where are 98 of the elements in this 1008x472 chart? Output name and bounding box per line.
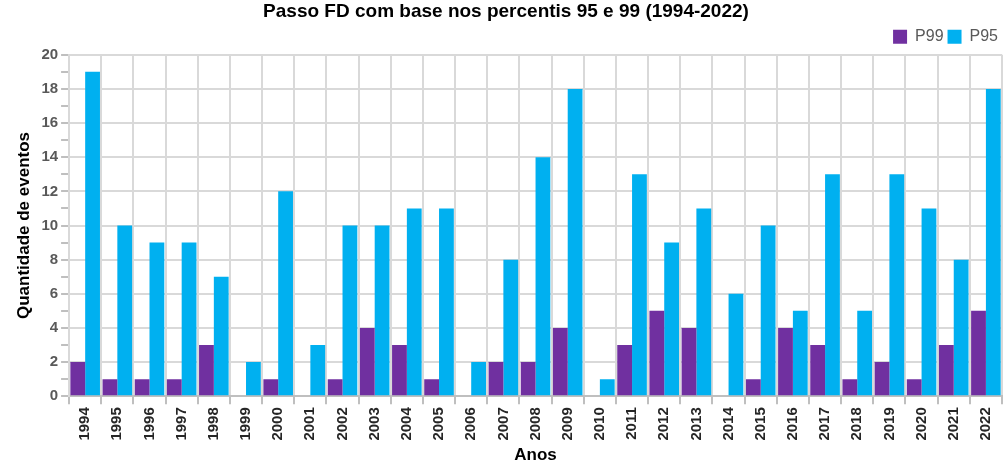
x-tick-label: 2007	[493, 407, 511, 441]
y-tick-label: 0	[49, 386, 59, 404]
x-tick-label: 2018	[847, 407, 865, 441]
x-tick-label: 1997	[171, 407, 189, 441]
y-tick-label: 18	[41, 79, 59, 97]
x-tick-label: 2014	[718, 406, 736, 441]
bar	[406, 208, 422, 396]
bar	[971, 310, 986, 396]
bar	[810, 345, 826, 396]
x-tick-label: 2020	[911, 407, 929, 441]
bar	[842, 379, 858, 396]
bar	[520, 362, 536, 396]
bar	[117, 225, 133, 396]
bar	[985, 88, 1001, 396]
bar	[617, 345, 633, 396]
y-tick-label: 12	[41, 181, 59, 199]
bar	[213, 276, 229, 396]
bar	[503, 259, 519, 396]
bar	[921, 208, 937, 396]
bar	[938, 345, 954, 396]
y-tick-label: 20	[41, 44, 59, 62]
x-tick-label: 2009	[557, 407, 575, 441]
bar	[166, 379, 182, 396]
bar	[392, 345, 407, 396]
bar	[278, 191, 293, 396]
x-tick-label: 2008	[525, 407, 543, 441]
x-tick-label: 2004	[397, 406, 414, 441]
bar	[424, 379, 440, 396]
bar	[681, 327, 697, 396]
bar	[342, 225, 358, 396]
x-tick-label: 1994	[75, 406, 93, 441]
x-tick-label: 2002	[332, 407, 350, 441]
x-tick-label: 2022	[976, 407, 994, 441]
x-tick-label: 2006	[461, 407, 479, 441]
bar	[535, 157, 551, 396]
bar	[649, 310, 665, 396]
bar	[567, 88, 583, 396]
x-tick-label: 1995	[107, 407, 125, 441]
x-tick-label: 1999	[236, 407, 254, 441]
x-tick-label: 2017	[815, 407, 833, 441]
x-tick-label: 2012	[654, 407, 672, 441]
x-tick-label: 2015	[750, 407, 768, 441]
y-tick-label: 16	[41, 113, 59, 131]
legend-label: P95	[969, 27, 999, 45]
bar	[760, 225, 776, 396]
bar	[857, 310, 873, 396]
bar	[246, 362, 261, 396]
bar	[953, 259, 969, 396]
bar	[263, 379, 279, 396]
bar	[906, 379, 922, 396]
bar	[552, 327, 568, 396]
bar	[102, 379, 118, 396]
bar	[778, 327, 793, 396]
bar	[310, 345, 326, 396]
x-tick-label: 1998	[203, 407, 221, 441]
x-tick-label: 2010	[590, 407, 608, 441]
y-tick-label: 6	[49, 283, 59, 301]
bar	[181, 242, 197, 396]
y-tick-label: 8	[49, 249, 59, 267]
x-tick-label: 2016	[783, 407, 801, 441]
bar	[825, 174, 840, 396]
bar	[874, 362, 890, 396]
bar	[632, 174, 647, 396]
x-axis-title: Anos	[514, 445, 557, 465]
y-tick-label: 14	[41, 147, 59, 165]
x-tick-label: 1996	[139, 407, 157, 441]
bar	[728, 293, 744, 396]
bar	[664, 242, 680, 396]
bar	[745, 379, 761, 396]
chart-title: Passo FD com base nos percentis 95 e 99 (1994-2022)	[263, 0, 749, 21]
legend-label: P99	[915, 27, 944, 45]
bar	[599, 379, 615, 396]
x-tick-label: 2005	[429, 407, 447, 441]
bar	[149, 242, 165, 396]
bar	[439, 208, 454, 396]
bar	[85, 71, 100, 396]
bar	[471, 362, 486, 396]
y-tick-label: 4	[49, 318, 59, 336]
bar	[696, 208, 712, 396]
bar	[70, 362, 86, 396]
x-tick-label: 2000	[268, 407, 286, 441]
bar	[792, 310, 808, 396]
x-tick-label: 2019	[879, 407, 897, 441]
bar	[134, 379, 150, 396]
bar	[488, 362, 504, 396]
y-tick-label: 2	[49, 352, 59, 370]
x-tick-label: 2011	[622, 407, 640, 440]
x-tick-label: 2003	[364, 407, 382, 441]
bar	[374, 225, 390, 396]
bar	[199, 345, 214, 396]
bar	[359, 327, 375, 396]
bar	[889, 174, 905, 396]
x-tick-label: 2013	[686, 407, 704, 441]
x-tick-label: 2021	[943, 407, 961, 441]
bar	[327, 379, 343, 396]
x-tick-label: 2001	[300, 407, 318, 441]
y-tick-label: 10	[41, 215, 59, 233]
y-axis-title: Quantidade de eventos	[13, 131, 33, 320]
